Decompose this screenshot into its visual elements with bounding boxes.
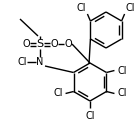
Text: Cl: Cl (85, 111, 95, 121)
Text: O: O (64, 39, 72, 49)
Text: N: N (36, 57, 44, 67)
Text: Cl: Cl (77, 3, 86, 13)
Text: O: O (50, 39, 58, 49)
Text: Cl: Cl (126, 3, 135, 13)
Text: Cl: Cl (117, 66, 127, 75)
Text: Cl: Cl (17, 57, 27, 67)
Text: Cl: Cl (53, 89, 63, 99)
Text: S: S (36, 39, 44, 49)
Text: O: O (22, 39, 30, 49)
Text: Cl: Cl (117, 89, 127, 99)
